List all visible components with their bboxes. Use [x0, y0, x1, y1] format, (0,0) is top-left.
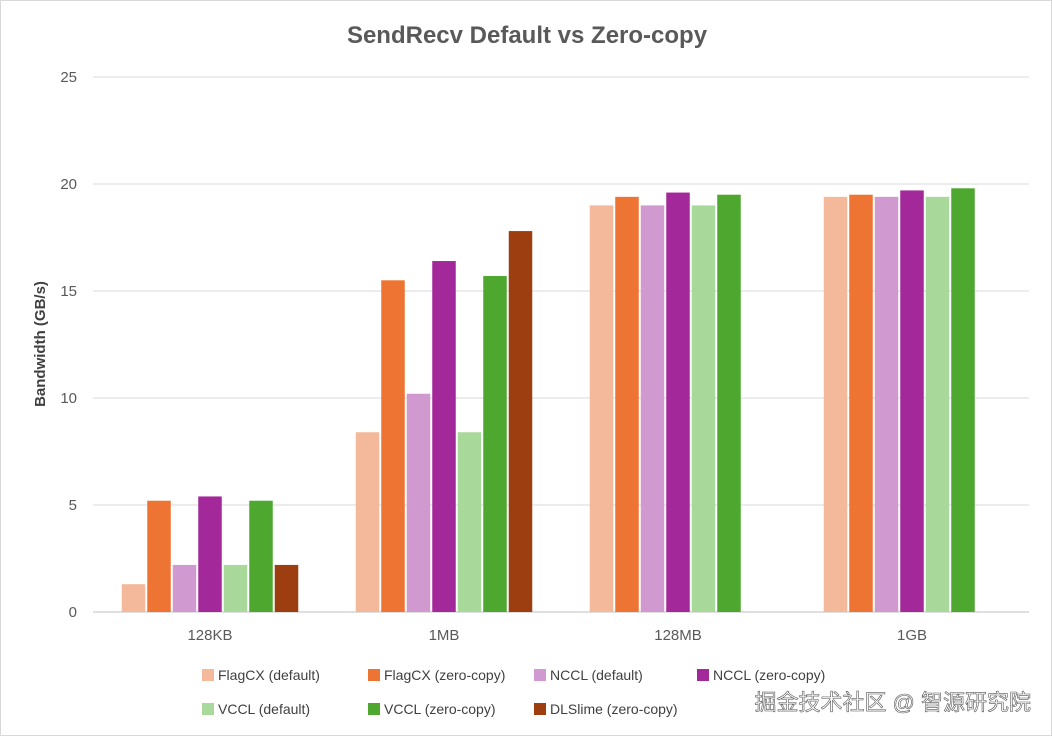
- chart-title: SendRecv Default vs Zero-copy: [347, 22, 708, 49]
- bar: [666, 192, 690, 612]
- bar: [147, 500, 171, 612]
- x-tick-label: 1MB: [429, 627, 460, 644]
- legend-label: NCCL (zero-copy): [713, 667, 825, 683]
- legend-swatch: [368, 669, 380, 681]
- bar: [874, 196, 899, 612]
- legend-swatch: [368, 703, 380, 715]
- x-tick-label: 128MB: [654, 627, 702, 644]
- legend-label: DLSlime (zero-copy): [550, 701, 678, 717]
- bar: [355, 432, 380, 612]
- legend-label: VCCL (zero-copy): [384, 701, 496, 717]
- bar: [508, 231, 533, 612]
- legend-swatch: [697, 669, 709, 681]
- y-tick-label: 20: [60, 176, 77, 193]
- legend-swatch: [534, 703, 546, 715]
- bar: [457, 432, 482, 612]
- y-tick-label: 15: [60, 283, 77, 300]
- watermark: 掘金技术社区 @ 智源研究院: [754, 690, 1031, 715]
- bar: [198, 496, 222, 612]
- bar: [615, 196, 639, 612]
- y-tick-label: 10: [60, 390, 77, 407]
- bar: [951, 188, 975, 612]
- bar: [406, 393, 431, 612]
- legend-label: FlagCX (zero-copy): [384, 667, 505, 683]
- bar: [223, 564, 248, 612]
- bar: [849, 194, 873, 612]
- bar: [925, 196, 950, 612]
- y-axis-label: Bandwidth (GB/s): [32, 281, 49, 407]
- y-tick-label: 0: [69, 604, 77, 621]
- x-tick-label: 128KB: [187, 627, 232, 644]
- y-tick-label: 25: [60, 69, 77, 86]
- bar: [249, 500, 273, 612]
- bar: [900, 190, 924, 613]
- bar: [823, 196, 848, 612]
- bar: [589, 205, 614, 612]
- bar: [432, 261, 456, 612]
- legend-swatch: [534, 669, 546, 681]
- bar: [691, 205, 716, 612]
- bar: [483, 276, 507, 612]
- bar: [717, 194, 741, 612]
- bar: [172, 564, 197, 612]
- bar: [381, 280, 405, 612]
- legend-label: VCCL (default): [218, 701, 310, 717]
- legend-swatch: [202, 669, 214, 681]
- legend-label: FlagCX (default): [218, 667, 320, 683]
- bar: [640, 205, 665, 612]
- bar: [121, 584, 146, 612]
- legend-swatch: [202, 703, 214, 715]
- bar: [274, 564, 299, 612]
- legend-label: NCCL (default): [550, 667, 643, 683]
- y-tick-label: 5: [69, 497, 77, 514]
- x-tick-label: 1GB: [897, 627, 927, 644]
